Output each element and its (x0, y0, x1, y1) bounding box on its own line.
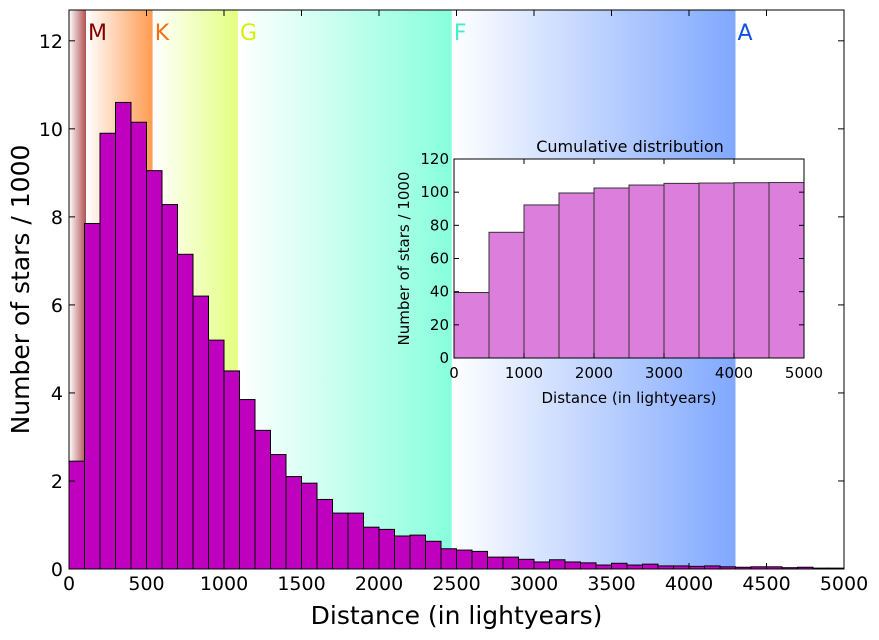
histogram-bar (502, 556, 519, 570)
histogram-bar (177, 253, 194, 570)
inset-y-tick-label: 100 (420, 183, 449, 201)
x-tick-label: 4000 (665, 573, 713, 595)
histogram-bar (440, 548, 457, 570)
spectral-band-m (69, 10, 87, 569)
histogram-bar (580, 562, 597, 570)
spectral-class-k: K (155, 21, 170, 46)
histogram-bar (332, 512, 349, 570)
histogram-bar (394, 535, 411, 570)
spectral-class-a: A (738, 21, 753, 46)
y-tick-label: 10 (39, 119, 63, 141)
x-tick-label: 1000 (200, 573, 248, 595)
cumulative-bar (523, 204, 560, 359)
x-tick-label: 3000 (510, 573, 558, 595)
inset-x-tick-label: 2000 (575, 364, 613, 382)
inset-y-tick-label: 20 (430, 316, 449, 334)
histogram-bar (192, 295, 209, 570)
inset-x-tick-label: 0 (449, 364, 459, 382)
histogram-bar (409, 534, 426, 570)
inset-y-tick-label: 40 (430, 283, 449, 301)
histogram-bar (549, 559, 566, 570)
histogram-bar (363, 526, 380, 570)
y-tick-label: 8 (51, 207, 63, 229)
histogram-bar (456, 549, 473, 570)
cumulative-bar (628, 184, 665, 359)
histogram-bar (223, 370, 240, 570)
cumulative-bar (453, 291, 490, 359)
spectral-class-m: M (88, 21, 107, 46)
x-tick-label: 3500 (587, 573, 635, 595)
x-tick-label: 5000 (820, 573, 868, 595)
histogram-bar (146, 170, 163, 570)
inset-x-axis-label: Distance (in lightyears) (541, 389, 716, 407)
histogram-bar (347, 512, 364, 570)
inset-y-tick-label: 80 (430, 216, 449, 234)
histogram-bar (99, 132, 116, 570)
main-axes: 0 500 1000 1500 2000 2500 3000 3500 4000 4500 5000… (39, 9, 868, 595)
inset-y-tick-label: 60 (430, 250, 449, 268)
cumulative-bar (698, 182, 735, 359)
histogram-bar (642, 563, 659, 570)
main-bars (68, 101, 845, 570)
histogram-bar (270, 454, 287, 570)
histogram-bar (487, 556, 504, 570)
x-tick-label: 2000 (355, 573, 403, 595)
inset-x-tick-label: 5000 (785, 364, 823, 382)
cumulative-bar (768, 182, 805, 359)
y-tick-label: 4 (51, 383, 63, 405)
spectral-class-f: F (454, 21, 467, 46)
histogram-bar (378, 528, 395, 570)
x-tick-label: 500 (128, 573, 164, 595)
histogram-bar (285, 476, 302, 570)
histogram-bar (84, 222, 101, 570)
y-tick-label: 12 (39, 31, 63, 53)
cumulative-bar (663, 182, 700, 359)
histogram-bar (208, 339, 225, 570)
histogram-bar (316, 498, 333, 570)
inset-y-tick-label: 120 (420, 150, 449, 168)
inset-bars (453, 182, 805, 359)
histogram-bar (626, 564, 643, 570)
histogram-bar (254, 429, 271, 570)
inset-y-axis-label: Number of stars / 1000 (395, 172, 413, 346)
spectral-class-g: G (240, 21, 257, 46)
cumulative-bar (558, 192, 595, 359)
inset-x-tick-label: 3000 (645, 364, 683, 382)
y-tick-label: 2 (51, 471, 63, 493)
histogram-bar (611, 562, 628, 570)
inset-axes: 0 1000 2000 3000 4000 5000 0 20 40 60 80 100 120 (420, 150, 823, 382)
cumulative-bar (488, 231, 525, 359)
x-tick-label: 0 (63, 573, 75, 595)
histogram-bar (301, 482, 318, 570)
histogram-bar (564, 561, 581, 570)
histogram-bar (239, 399, 256, 570)
x-tick-label: 4500 (742, 573, 790, 595)
histogram-bar (471, 550, 488, 570)
cumulative-bar (733, 182, 770, 359)
histogram-bar (68, 460, 85, 570)
y-tick-label: 0 (51, 559, 63, 581)
main-y-axis-label: Number of stars / 1000 (6, 145, 35, 435)
main-x-axis-label: Distance (in lightyears) (311, 601, 603, 630)
histogram-bar (161, 204, 178, 570)
x-tick-label: 1500 (277, 573, 325, 595)
inset-chart: 0 1000 2000 3000 4000 5000 0 20 40 60 80 100 120 (420, 150, 823, 382)
histogram-bar (533, 561, 550, 570)
histogram-bar (115, 101, 132, 570)
inset-x-tick-label: 1000 (505, 364, 543, 382)
cumulative-bar (593, 187, 630, 359)
x-tick-label: 2500 (432, 573, 480, 595)
y-tick-label: 6 (51, 295, 63, 317)
histogram-bar (130, 121, 147, 570)
histogram-bar (425, 540, 442, 570)
histogram-bar (518, 558, 535, 570)
inset-y-tick-label: 0 (439, 349, 449, 367)
inset-x-tick-label: 4000 (715, 364, 753, 382)
histogram-bar (595, 564, 612, 570)
inset-title: Cumulative distribution (536, 137, 724, 156)
